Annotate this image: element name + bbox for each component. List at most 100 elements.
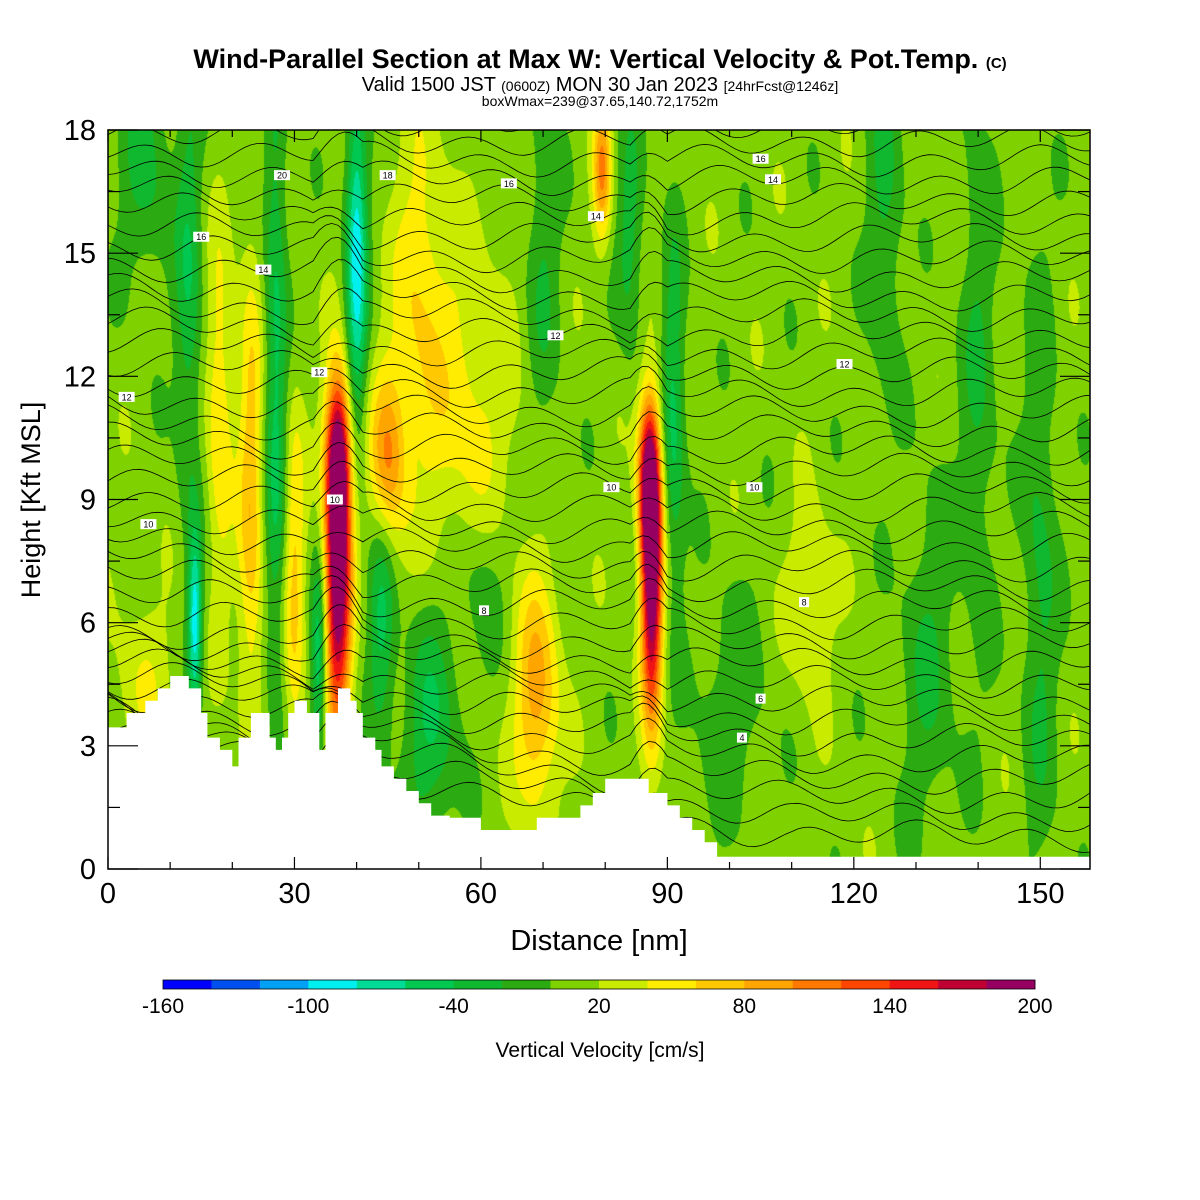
y-axis-label: Height [Kft MSL] <box>16 402 46 599</box>
colorbar-swatch <box>356 980 406 989</box>
contour-label-text: 16 <box>196 232 206 242</box>
contour-label-text: 6 <box>758 694 763 704</box>
colorbar: -160 -100 -40 20 80 140 200 <box>142 979 1053 1018</box>
colorbar-swatch <box>163 980 212 989</box>
contour-label-text: 12 <box>314 368 324 378</box>
x-tick-label: 150 <box>1016 878 1064 910</box>
y-tick-label: 0 <box>80 854 96 886</box>
colorbar-tick-label: 80 <box>733 995 756 1018</box>
contour-label: 10 <box>746 482 763 493</box>
y-tick-label: 15 <box>64 238 96 270</box>
contour-label-text: 8 <box>802 598 807 608</box>
contour-label: 12 <box>311 367 328 378</box>
colorbar-swatch <box>938 980 987 989</box>
theta-contour-line <box>108 604 1090 660</box>
contour-label-text: 14 <box>591 212 601 222</box>
theta-contour-line <box>108 690 1090 774</box>
box-info: boxWmax=239@37.65,140.72,1752m <box>481 93 719 109</box>
colorbar-swatch <box>550 980 600 989</box>
colorbar-swatch <box>986 980 1036 989</box>
theta-contour-line <box>108 623 1090 678</box>
contour-label-text: 12 <box>122 392 132 402</box>
colorbar-swatch <box>841 980 890 989</box>
contour-label: 12 <box>547 330 564 341</box>
theta-contour-line <box>108 586 1090 641</box>
contour-label-text: 8 <box>482 606 487 616</box>
y-tick-label: 18 <box>64 115 96 147</box>
contour-label-bg <box>140 519 157 530</box>
colorbar-swatch <box>211 980 261 989</box>
colorbar-swatch <box>744 980 794 989</box>
contour-label-text: 14 <box>258 265 268 275</box>
contour-label: 18 <box>379 170 396 181</box>
theta-contour-line <box>108 328 1090 370</box>
colorbar-swatch <box>405 980 454 989</box>
theta-contour-line <box>108 160 1090 196</box>
contour-label: 12 <box>118 391 135 402</box>
x-tick-label: 0 <box>100 878 116 910</box>
valid-utc: (0600Z) <box>501 78 551 94</box>
colorbar-swatch <box>502 980 551 989</box>
contour-label-text: 12 <box>839 360 849 370</box>
y-tick-label: 9 <box>80 485 96 517</box>
valid-time-line: Valid 1500 JST (0600Z) MON 30 Jan 2023 [… <box>0 74 1200 97</box>
contour-label: 16 <box>193 231 210 242</box>
y-tick-label: 12 <box>64 361 96 393</box>
colorbar-tick-label: -160 <box>142 995 184 1018</box>
contour-label-bg <box>603 482 620 493</box>
terrain-mask <box>108 676 1090 869</box>
contour-label: 16 <box>752 153 769 164</box>
contour-label-text: 4 <box>739 733 744 743</box>
contour-label-text: 10 <box>330 495 340 505</box>
theta-contour-labels: 20 18 16 16 16 14 14 14 12 12 12 12 10 10 10 10 8 8 6 4 <box>118 153 853 743</box>
theta-contour-line <box>108 236 1090 294</box>
colorbar-swatch <box>792 980 842 989</box>
contour-label: 10 <box>140 519 157 530</box>
theta-contour-line <box>108 460 1090 505</box>
colorbar-swatch <box>647 980 697 989</box>
contour-label-bg <box>326 494 343 505</box>
colorbar-swatch <box>453 980 503 989</box>
y-tick-label: 3 <box>80 731 96 763</box>
title-text: Wind-Parallel Section at Max W: Vertical… <box>193 44 979 74</box>
theta-contour-line <box>108 678 1090 757</box>
theta-contour-line <box>108 130 1090 158</box>
theta-contour-line <box>108 211 1090 253</box>
contour-label-text: 10 <box>143 520 153 530</box>
contour-label-bg <box>311 367 328 378</box>
contour-label: 12 <box>836 359 853 370</box>
contour-label-bg <box>765 174 782 185</box>
theta-contour-line <box>108 662 1090 736</box>
theta-contour-line <box>108 505 1090 545</box>
theta-contour-line <box>108 259 1090 312</box>
colorbar-tick-label: 200 <box>1017 995 1052 1018</box>
theta-contour-line <box>108 527 1090 563</box>
contour-label: 20 <box>274 170 291 181</box>
colorbar-label: Vertical Velocity [cm/s] <box>496 1039 705 1062</box>
contour-label: 14 <box>255 264 272 275</box>
x-axis-label: Distance [nm] <box>510 925 687 957</box>
contour-label-text: 16 <box>756 154 766 164</box>
contour-label-bg <box>755 693 766 704</box>
contour-label-text: 16 <box>504 179 514 189</box>
contour-label-text: 14 <box>768 175 778 185</box>
colorbar-tick-label: 140 <box>872 995 907 1018</box>
theta-contour-line <box>108 692 1090 795</box>
theta-contour-line <box>108 543 1090 583</box>
theta-contour-line <box>108 222 1090 274</box>
x-tick-label: 90 <box>651 878 683 910</box>
theta-contour-line <box>108 638 1090 699</box>
contour-label-bg <box>379 170 396 181</box>
contour-label: 10 <box>326 494 343 505</box>
contour-label-bg <box>255 264 272 275</box>
theta-contour-line <box>108 559 1090 603</box>
contour-label-bg <box>193 231 210 242</box>
contour-label-text: 10 <box>749 483 759 493</box>
contour-label: 4 <box>736 732 747 743</box>
theta-contour-line <box>108 575 1090 620</box>
contour-label-bg <box>746 482 763 493</box>
chart-title: Wind-Parallel Section at Max W: Vertical… <box>0 44 1200 75</box>
theta-contour-line <box>108 648 1090 716</box>
forecast-info: [24hrFcst@1246z] <box>723 78 839 94</box>
